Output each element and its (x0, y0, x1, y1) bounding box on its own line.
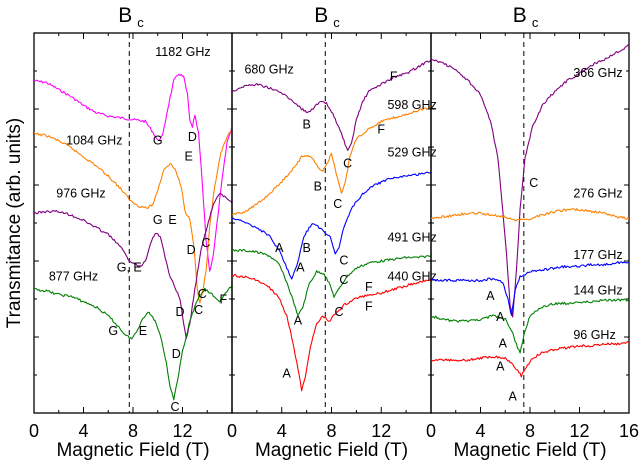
resonance-label: C (198, 287, 207, 301)
resonance-label: B (314, 179, 322, 193)
series-label: 177 GHz (573, 248, 622, 262)
series-label: 976 GHz (56, 186, 105, 200)
resonance-label: E (139, 324, 147, 338)
x-tick-label: 4 (277, 421, 287, 441)
resonance-label: E (168, 213, 176, 227)
resonance-label: C (339, 254, 348, 268)
series-label: 1084 GHz (66, 133, 122, 147)
x-axis-label: Magnetic Field (T) (255, 440, 408, 461)
x-tick-label: 8 (525, 421, 535, 441)
panel-title-subscript: c (333, 15, 340, 30)
resonance-label: C (194, 303, 203, 317)
curves (232, 59, 431, 392)
resonance-label: G, E (117, 261, 142, 275)
resonance-label: D (176, 305, 185, 319)
series-line-144-GHz (431, 298, 629, 354)
series-line-877-GHz (34, 285, 232, 401)
resonance-label: A (275, 241, 284, 255)
resonance-label: F (365, 280, 373, 294)
x-tick-label: 8 (326, 421, 336, 441)
panel-title-subscript: c (137, 15, 144, 30)
series-line-96-GHz (431, 340, 629, 378)
resonance-label: G (108, 324, 118, 338)
series-label: 680 GHz (244, 63, 293, 77)
series-label: 598 GHz (387, 98, 436, 112)
series-label: 1182 GHz (155, 45, 210, 59)
series-line-598-GHz (232, 106, 431, 216)
x-tick-label: 0 (426, 421, 436, 441)
plot-frame (231, 32, 432, 414)
resonance-label: A (496, 310, 505, 324)
series-label: 440 GHz (387, 269, 436, 283)
resonance-label: C (334, 305, 343, 319)
series-line-440-GHz (232, 274, 431, 392)
resonance-label: F (377, 123, 385, 137)
series-line-366-GHz (431, 44, 629, 318)
resonance-label: G (153, 133, 163, 147)
resonance-label: D (188, 130, 197, 144)
plot-frame (430, 32, 630, 414)
resonance-label: C (171, 400, 180, 414)
resonance-label: A (509, 390, 518, 404)
panel-title: B (314, 4, 328, 27)
x-tick-label: 0 (29, 421, 39, 441)
series-label: 96 GHz (573, 328, 615, 342)
resonance-label: F (390, 70, 398, 84)
series-line-976-GHz (34, 193, 232, 339)
resonance-label: B (302, 241, 310, 255)
panel-middle: 0 4 8 12 B c 680 GHz 598 GHz 529 GHz 491 GHz 440 G… (227, 4, 437, 461)
resonance-label: F (365, 299, 373, 313)
resonance-label: A (499, 337, 508, 351)
x-tick-label: 4 (475, 421, 485, 441)
x-tick-label: 12 (172, 421, 192, 441)
x-tick-label: 4 (78, 421, 88, 441)
panel-title: B (513, 4, 527, 27)
x-tick-label: 8 (128, 421, 138, 441)
series-label: 276 GHz (573, 186, 622, 200)
series-line-1182-GHz (34, 73, 232, 272)
series-line-177-GHz (431, 261, 629, 316)
resonance-label: C (201, 236, 210, 250)
resonance-label: D (172, 347, 181, 361)
y-axis-label: Transmitance (arb. units) (4, 118, 25, 328)
x-axis-label: Magnetic Field (T) (453, 440, 606, 461)
panel-right: 0 4 8 12 16 B c 366 GHz 276 GHz 177 GHz 144 GHz 96 … (426, 4, 639, 461)
resonance-label: A (296, 261, 305, 275)
resonance-label: E (185, 149, 193, 163)
resonance-label: A (496, 360, 505, 374)
series-line-491-GHz (232, 248, 431, 316)
series-line-680-GHz (232, 59, 431, 151)
series-line-1084-GHz (34, 129, 232, 304)
curves (34, 73, 232, 401)
plot-frame (33, 32, 233, 414)
resonance-label: B (302, 117, 310, 131)
resonance-label: D (187, 243, 196, 257)
panel-title: B (118, 4, 132, 27)
curves (431, 44, 629, 378)
series-label: 366 GHz (573, 66, 622, 80)
x-tick-label: 0 (227, 421, 237, 441)
series-label: 877 GHz (49, 269, 98, 283)
x-tick-label: 16 (619, 421, 639, 441)
panel-title-subscript: c (532, 15, 539, 30)
x-tick-label: 12 (569, 421, 589, 441)
resonance-label: A (486, 289, 495, 303)
x-axis-label: Magnetic Field (T) (56, 440, 209, 461)
resonance-label: F (220, 292, 228, 306)
resonance-label: C (339, 273, 348, 287)
resonance-label: C (333, 197, 342, 211)
series-label: 529 GHz (387, 146, 436, 160)
resonance-label: A (283, 367, 292, 381)
resonance-label: C (529, 176, 538, 190)
series-label: 491 GHz (387, 231, 436, 245)
series-line-529-GHz (232, 171, 431, 280)
resonance-label: C (343, 156, 352, 170)
series-line-276-GHz (431, 208, 629, 222)
x-tick-label: 12 (371, 421, 391, 441)
resonance-label: A (294, 314, 303, 328)
series-label: 144 GHz (573, 284, 622, 298)
resonance-label: G (153, 213, 163, 227)
